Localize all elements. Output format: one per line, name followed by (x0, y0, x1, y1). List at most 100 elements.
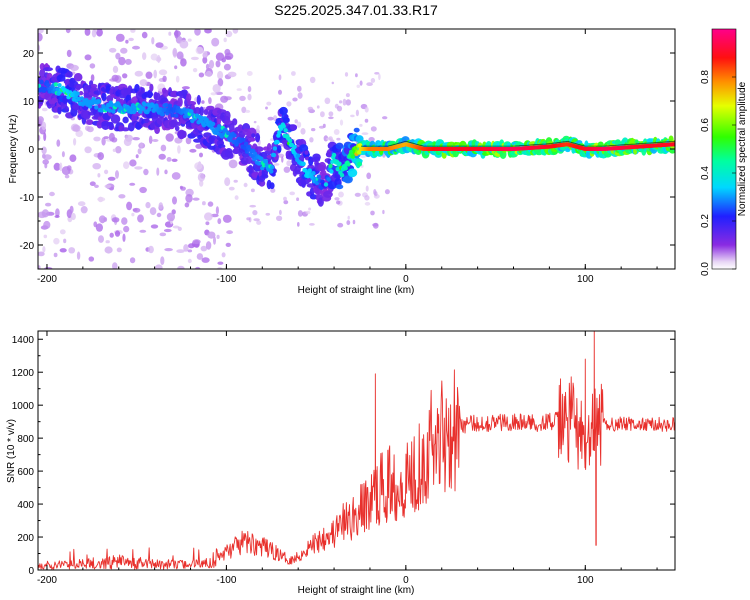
heatmap-cell (145, 201, 151, 209)
heatmap-cell (39, 79, 44, 85)
heatmap-cell (347, 215, 350, 220)
heatmap-cell (180, 58, 187, 67)
heatmap-cell (287, 138, 293, 143)
heatmap-cell (564, 147, 571, 153)
heatmap-cell (300, 128, 306, 135)
heatmap-cell (76, 251, 81, 260)
heatmap-cell (217, 78, 224, 87)
heatmap-cell (151, 37, 155, 45)
spectrogram-heatmap (38, 29, 675, 269)
heatmap-cell (149, 83, 154, 92)
heatmap-cell (164, 248, 173, 252)
heatmap-cell (41, 107, 48, 112)
heatmap-cell (328, 136, 333, 141)
heatmap-cell (223, 55, 232, 60)
heatmap-cell (283, 128, 288, 133)
heatmap-cell (382, 209, 385, 215)
colorbar: 0.0 0.2 0.4 0.6 0.8 Normalized spectral ampl… (700, 28, 748, 276)
heatmap-cell (105, 240, 110, 244)
heatmap-cell (49, 191, 55, 197)
heatmap-cell (276, 145, 282, 153)
heatmap-cell (328, 116, 334, 120)
heatmap-cell (121, 217, 128, 225)
x-tick-label: -200 (37, 274, 57, 285)
heatmap-cell (38, 29, 44, 34)
y-tick-label: 1000 (12, 401, 35, 412)
heatmap-cell (277, 130, 282, 135)
heatmap-cell (216, 234, 220, 239)
heatmap-cell (309, 76, 316, 84)
heatmap-cell (112, 148, 117, 152)
heatmap-cell (211, 37, 220, 47)
heatmap-cell (366, 172, 372, 180)
heatmap-cell (255, 134, 260, 143)
heatmap-cell (333, 129, 340, 135)
heatmap-cell (80, 206, 88, 214)
heatmap-cell (115, 33, 125, 42)
heatmap-cell (282, 117, 290, 124)
heatmap-cell (247, 93, 252, 101)
heatmap-cell (368, 137, 375, 142)
heatmap-cell (256, 125, 260, 131)
heatmap-cell (197, 172, 205, 182)
heatmap-cell (241, 106, 247, 114)
x-tick-label: -200 (37, 575, 57, 586)
heatmap-cell (210, 121, 216, 127)
x-tick-label: 100 (577, 575, 594, 586)
heatmap-cell (339, 173, 345, 178)
colorbar-ticks: 0.0 0.2 0.4 0.6 0.8 (700, 70, 736, 276)
heatmap-cell (69, 205, 74, 214)
heatmap-cell (245, 156, 253, 164)
heatmap-cell (249, 204, 256, 208)
snr-y-axis: 0 200 400 600 800 1000 1200 1400 (12, 335, 675, 577)
heatmap-cell (45, 82, 51, 88)
heatmap-cell (87, 104, 93, 109)
heatmap-cell (269, 169, 274, 174)
heatmap-cell (124, 58, 132, 65)
heatmap-cell (86, 126, 94, 133)
heatmap-cell (250, 188, 255, 193)
heatmap-cell (263, 159, 269, 164)
heatmap-cell (172, 225, 180, 229)
heatmap-cell (281, 156, 284, 163)
heatmap-cell (245, 109, 251, 113)
heatmap-cell (75, 84, 81, 91)
heatmap-cell (150, 224, 159, 229)
heatmap-cell (246, 71, 253, 76)
heatmap-cell (125, 39, 129, 44)
colorbar-frame (711, 28, 737, 270)
heatmap-cell (53, 115, 59, 119)
heatmap-cell (156, 167, 160, 176)
heatmap-cell (98, 215, 106, 224)
heatmap-cell (331, 152, 337, 158)
heatmap-cell (237, 124, 244, 133)
colorbar-tick-label: 0.6 (700, 118, 711, 132)
heatmap-cell (336, 105, 343, 112)
heatmap-cell (115, 146, 122, 154)
heatmap-cell (337, 222, 344, 228)
heatmap-cell (89, 63, 96, 69)
heatmap-cell (201, 257, 210, 263)
x-tick-label: 0 (403, 575, 409, 586)
heatmap-cell (232, 29, 239, 34)
heatmap-cell (61, 151, 65, 158)
heatmap-cell (357, 150, 362, 155)
heatmap-cell (132, 137, 140, 141)
heatmap-cell (174, 113, 179, 118)
heatmap-cell (248, 137, 256, 142)
heatmap-cell (163, 228, 172, 233)
heatmap-cell (364, 106, 369, 113)
heatmap-cell (165, 133, 174, 142)
heatmap-cell (66, 49, 72, 58)
heatmap-cell (57, 106, 62, 115)
heatmap-cell (112, 262, 118, 269)
heatmap-cell (323, 182, 329, 187)
heatmap-cell (297, 222, 300, 227)
heatmap-cell (286, 101, 292, 107)
heatmap-cell (162, 75, 167, 83)
heatmap-cell (89, 181, 96, 186)
heatmap-cell (152, 139, 159, 142)
heatmap-cell (39, 68, 46, 78)
snr-x-axis: -200 -100 0 100 (37, 331, 658, 586)
heatmap-cell (339, 100, 343, 104)
